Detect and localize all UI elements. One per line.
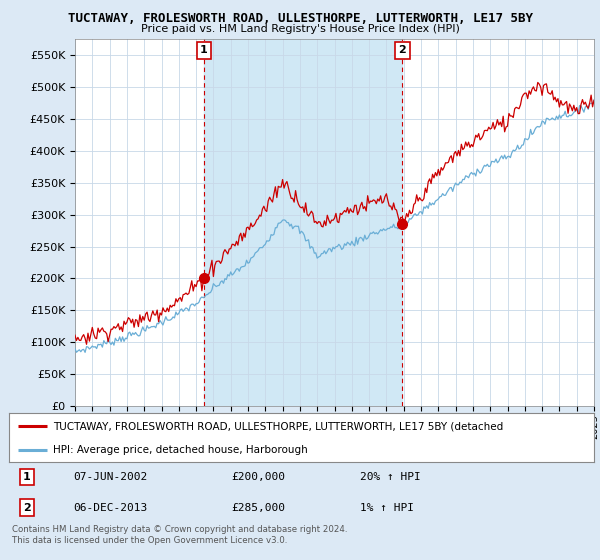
Text: TUCTAWAY, FROLESWORTH ROAD, ULLESTHORPE, LUTTERWORTH, LE17 5BY: TUCTAWAY, FROLESWORTH ROAD, ULLESTHORPE,… <box>67 12 533 25</box>
Text: 07-JUN-2002: 07-JUN-2002 <box>73 472 148 482</box>
Text: 1: 1 <box>23 472 31 482</box>
Bar <box>204 39 403 406</box>
Text: £285,000: £285,000 <box>232 503 286 512</box>
Text: £200,000: £200,000 <box>232 472 286 482</box>
Text: 06-DEC-2013: 06-DEC-2013 <box>73 503 148 512</box>
Text: TUCTAWAY, FROLESWORTH ROAD, ULLESTHORPE, LUTTERWORTH, LE17 5BY (detached: TUCTAWAY, FROLESWORTH ROAD, ULLESTHORPE,… <box>53 421 503 431</box>
Text: Price paid vs. HM Land Registry's House Price Index (HPI): Price paid vs. HM Land Registry's House … <box>140 24 460 34</box>
Text: 20% ↑ HPI: 20% ↑ HPI <box>360 472 421 482</box>
Text: Contains HM Land Registry data © Crown copyright and database right 2024.
This d: Contains HM Land Registry data © Crown c… <box>12 525 347 545</box>
Text: 2: 2 <box>398 45 406 55</box>
Text: 1% ↑ HPI: 1% ↑ HPI <box>360 503 414 512</box>
Text: 1: 1 <box>200 45 208 55</box>
Text: HPI: Average price, detached house, Harborough: HPI: Average price, detached house, Harb… <box>53 445 308 455</box>
Text: 2: 2 <box>23 503 31 512</box>
